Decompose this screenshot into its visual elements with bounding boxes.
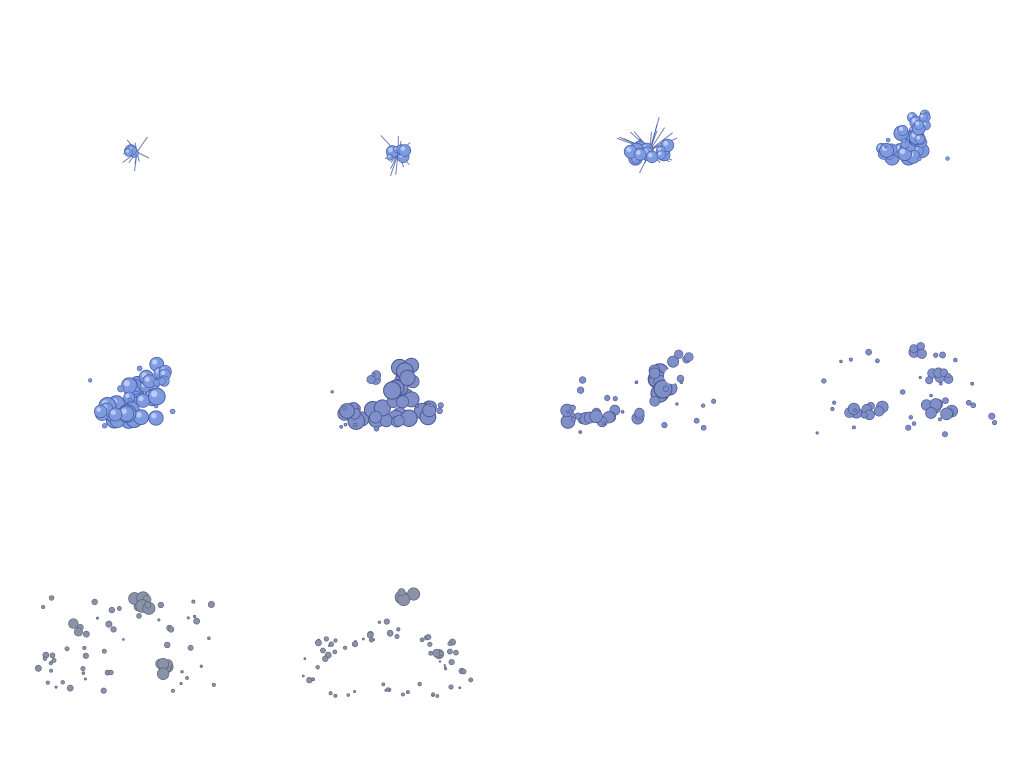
frame-1 [0, 0, 256, 256]
smoke-burst-frame-7-sprite [560, 349, 717, 434]
smoke-burst-frame-6-sprite [330, 357, 444, 432]
smoke-burst-frame-9-sprite [34, 591, 216, 694]
frame-3 [512, 0, 768, 256]
smoke-burst-frame-4-sprite [876, 109, 950, 166]
frame-7 [512, 256, 768, 512]
frame-10 [256, 512, 512, 768]
frame-4 [768, 0, 1024, 256]
smoke-burst-frame-3-sprite [616, 117, 678, 174]
frame-2 [256, 0, 512, 256]
frame-6 [256, 256, 512, 512]
smoke-burst-frame-1-sprite [122, 136, 150, 172]
frame-5 [0, 256, 256, 512]
smoke-burst-frame-10-sprite [301, 587, 474, 698]
smoke-burst-frame-2-sprite [380, 135, 412, 177]
frame-8 [768, 256, 1024, 512]
frame-9 [0, 512, 256, 768]
smoke-burst-frame-8-sprite [815, 342, 998, 438]
smoke-burst-frame-5-sprite [88, 356, 176, 429]
